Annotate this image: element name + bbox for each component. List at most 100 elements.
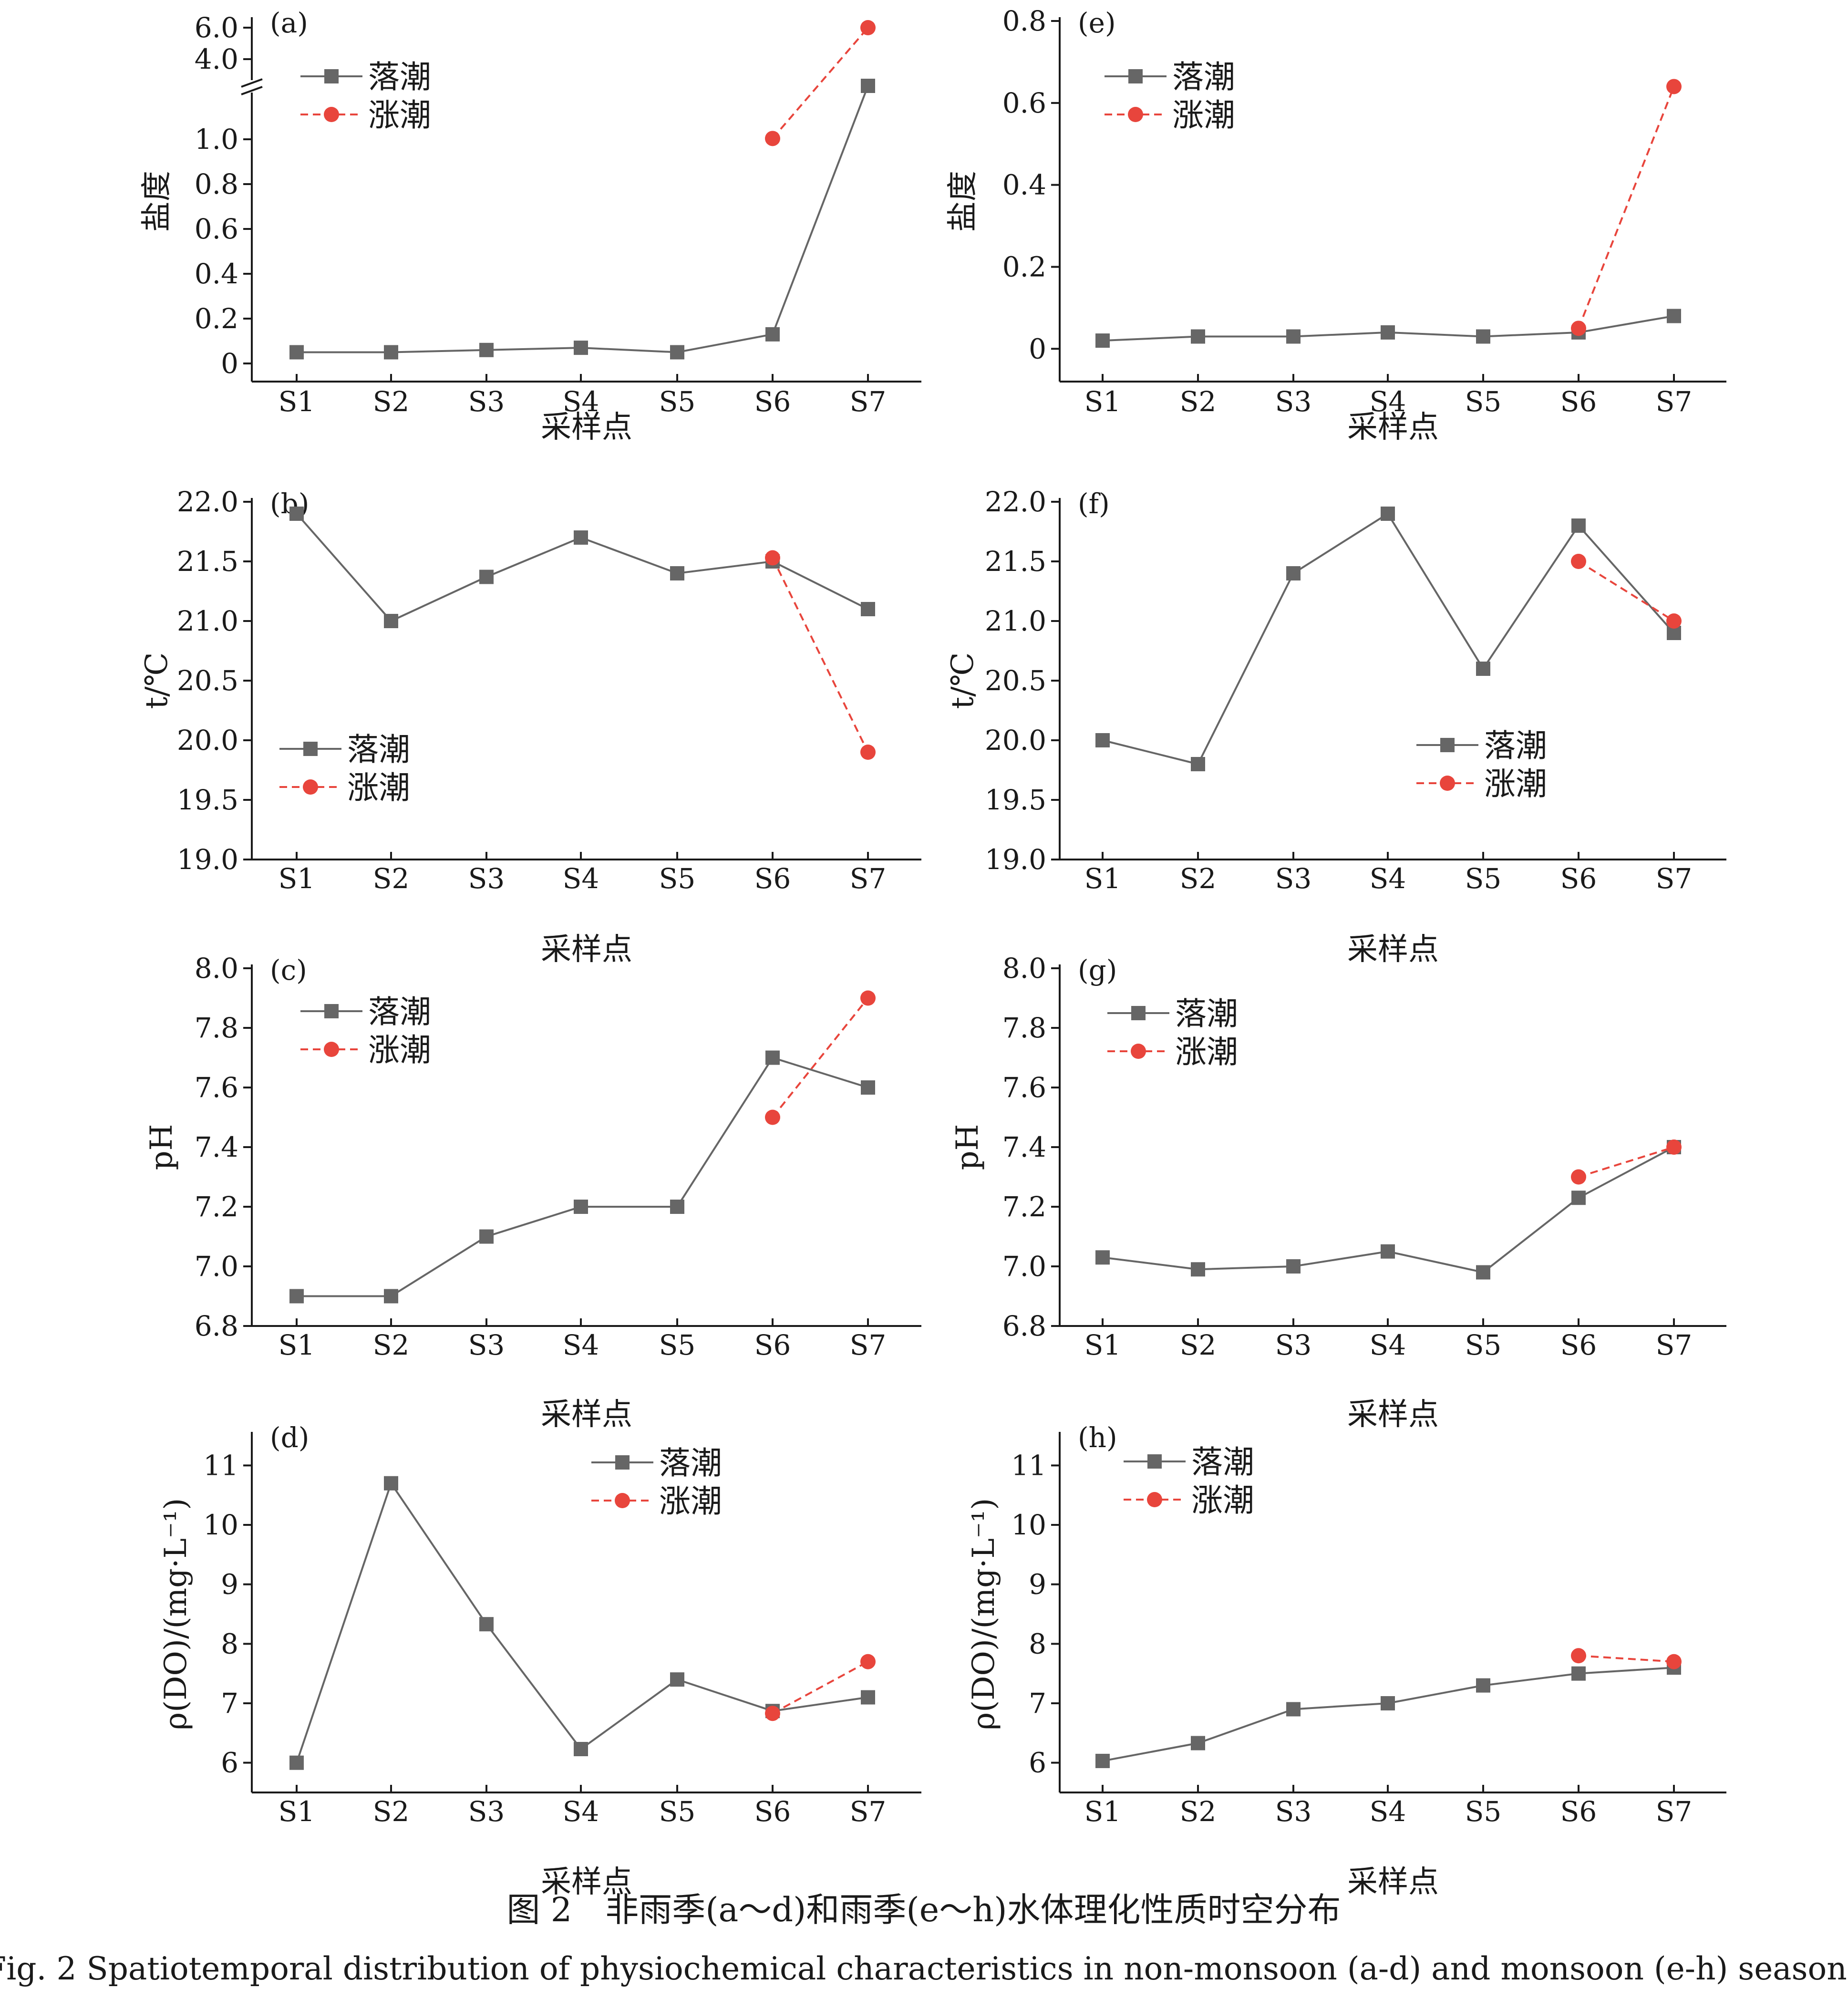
x-tick-label: S1 (279, 385, 315, 418)
x-tick-label: S2 (1180, 1795, 1217, 1828)
flood-point (860, 745, 876, 760)
flood-point (860, 20, 876, 35)
ebb-point (1286, 1259, 1301, 1274)
y-tick-label: 0 (221, 347, 238, 380)
y-tick-label: 21.0 (985, 605, 1046, 637)
y-tick-label: 7 (221, 1687, 238, 1719)
panel-label: (h) (1078, 1421, 1117, 1454)
x-tick-label: S2 (1180, 385, 1217, 418)
flood-point (765, 131, 780, 146)
x-tick-label: S1 (1084, 862, 1121, 895)
x-axis-label: 采样点 (1347, 410, 1439, 445)
y-axis-label: ρ(DO)/(mg·L⁻¹) (158, 1498, 194, 1730)
y-tick-label: 10 (1011, 1509, 1046, 1541)
x-axis-label: 采样点 (1347, 1397, 1439, 1432)
legend-marker (303, 779, 318, 795)
x-tick-label: S3 (468, 385, 505, 418)
ebb-point (1476, 1678, 1490, 1693)
ebb-series-line (296, 513, 868, 622)
x-tick-label: S4 (1370, 1329, 1406, 1361)
y-tick-label: 11 (203, 1449, 238, 1481)
legend-marker (303, 742, 318, 756)
flood-series-line (1578, 86, 1675, 329)
ebb-point (479, 570, 494, 584)
y-tick-label: 22.0 (177, 486, 238, 518)
flood-series-line (1578, 560, 1675, 622)
ebb-point (384, 1476, 398, 1491)
flood-point (1666, 613, 1682, 629)
flood-point (860, 990, 876, 1006)
ebb-point (1381, 507, 1395, 521)
legend-label: 落潮 (1175, 995, 1238, 1032)
x-tick-label: S3 (1275, 385, 1312, 418)
legend-label: 涨潮 (347, 769, 410, 806)
y-tick-label: 1.0 (195, 123, 238, 155)
ebb-point (479, 1617, 494, 1632)
ebb-point (1286, 1702, 1301, 1717)
ebb-point (861, 602, 875, 616)
y-tick-label: 21.5 (177, 545, 238, 578)
ebb-point (1571, 1666, 1586, 1681)
ebb-point (861, 1080, 875, 1095)
flood-series-line (772, 1660, 868, 1714)
flood-series-line (1578, 1655, 1674, 1663)
x-tick-label: S3 (1275, 862, 1312, 895)
ebb-point (670, 345, 684, 360)
figure-caption-chinese: 图 2 非雨季(a～d)和雨季(e～h)水体理化性质时空分布 (506, 1890, 1341, 1929)
ebb-point (1381, 325, 1395, 340)
ebb-point (289, 345, 304, 360)
y-axis-label: ρ(DO)/(mg·L⁻¹) (966, 1498, 1001, 1730)
flood-series-line (772, 997, 869, 1118)
x-tick-label: S3 (1275, 1795, 1312, 1828)
x-tick-label: S5 (659, 862, 696, 895)
y-tick-label: 7.4 (195, 1131, 238, 1163)
ebb-point (1476, 329, 1490, 344)
ebb-point (289, 507, 304, 521)
chart-panel-h: 6 7 8 9 10 11 S1 S2 S3 S4 S5 S6 S7 采样点 ρ(DO)/(mg·L⁻¹) (… (966, 1421, 1726, 1900)
flood-point (1666, 1654, 1682, 1669)
chart-panel-g: 6.8 7.0 7.2 7.4 7.6 7.8 8.0 S1 S2 S3 S4 S5 S6 S7 采样点 pH… (950, 952, 1726, 1432)
ebb-point (1095, 1753, 1110, 1768)
legend-marker (1131, 1044, 1146, 1059)
ebb-point (1286, 329, 1301, 344)
x-tick-label: S3 (1275, 1329, 1312, 1361)
flood-point (765, 550, 780, 566)
ebb-point (861, 1690, 875, 1705)
ebb-point (384, 1289, 398, 1304)
x-tick-label: S2 (1180, 1329, 1217, 1361)
x-tick-label: S3 (468, 1795, 505, 1828)
x-tick-label: S6 (1560, 385, 1597, 418)
y-tick-label: 7.0 (1002, 1250, 1046, 1283)
legend-marker (324, 1004, 339, 1018)
x-tick-label: S6 (754, 385, 791, 418)
x-tick-label: S7 (850, 1329, 887, 1361)
ebb-point (1476, 1265, 1490, 1280)
panel-label: (c) (270, 954, 307, 986)
legend-marker (324, 69, 339, 83)
y-tick-label: 0 (1029, 332, 1046, 365)
legend-label: 涨潮 (1172, 97, 1235, 134)
y-tick-label: 7.4 (1002, 1131, 1046, 1163)
y-tick-label: 19.5 (177, 784, 238, 816)
x-tick-label: S5 (659, 385, 696, 418)
legend-marker (1147, 1492, 1162, 1507)
panel-label: (a) (270, 7, 308, 39)
x-tick-label: S6 (754, 862, 791, 895)
flood-point (1666, 1139, 1682, 1155)
y-tick-label: 19.5 (985, 784, 1046, 816)
axis-break-mark (241, 78, 263, 88)
flood-point (765, 1109, 780, 1125)
ebb-point (670, 1672, 684, 1687)
y-tick-label: 19.0 (177, 843, 238, 876)
ebb-point (1191, 757, 1205, 771)
legend-label: 落潮 (368, 994, 431, 1030)
flood-point (1666, 79, 1682, 94)
y-axis-label: pH (144, 1124, 179, 1170)
ebb-point (384, 345, 398, 360)
ebb-point (1381, 1244, 1395, 1259)
y-tick-label: 11 (1011, 1449, 1046, 1481)
ebb-point (574, 1741, 588, 1756)
x-tick-label: S3 (468, 1329, 505, 1361)
ebb-series-line (1102, 1667, 1674, 1762)
